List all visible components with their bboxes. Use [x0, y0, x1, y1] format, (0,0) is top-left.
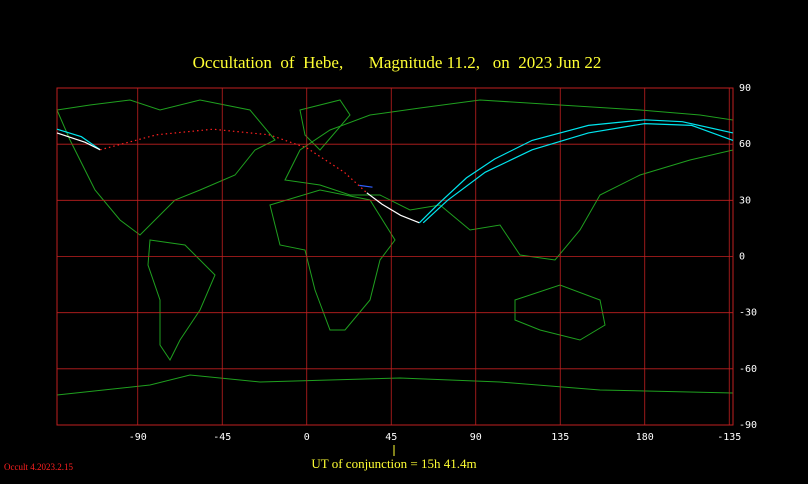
track: [366, 192, 420, 224]
coastline: [147, 239, 216, 361]
track: [418, 119, 734, 224]
y-tick-label: 60: [739, 139, 751, 150]
coastline: [284, 99, 734, 261]
track: [56, 132, 101, 151]
coastline: [299, 99, 351, 151]
version: Occult 4.2023.2.15: [4, 462, 73, 472]
chart-title: Occultation of Hebe, Magnitude 11.2, on …: [193, 53, 602, 72]
x-tick-label: -135: [717, 432, 741, 443]
x-tick-label: 45: [385, 432, 397, 443]
y-tick-label: 90: [739, 83, 751, 94]
coastline: [514, 284, 606, 341]
coastline: [56, 374, 734, 396]
y-tick-label: 30: [739, 195, 751, 206]
track: [359, 184, 373, 188]
y-tick-label: -90: [739, 420, 757, 431]
x-tick-label: -90: [129, 432, 147, 443]
track: [100, 128, 368, 194]
track: [56, 128, 101, 151]
y-tick-label: -30: [739, 308, 757, 319]
x-tick-label: 90: [470, 432, 482, 443]
x-tick-label: 180: [636, 432, 654, 443]
x-tick-label: 135: [551, 432, 569, 443]
x-tick-label: 0: [304, 432, 310, 443]
track: [422, 122, 734, 224]
y-tick-label: 0: [739, 252, 745, 263]
coastlines: [56, 99, 734, 396]
y-tick-label: -60: [739, 364, 757, 375]
coastline: [56, 99, 276, 236]
x-tick-label: -45: [213, 432, 231, 443]
coastline: [269, 189, 396, 331]
annotation: UT of conjunction = 15h 41.4m: [311, 456, 476, 471]
